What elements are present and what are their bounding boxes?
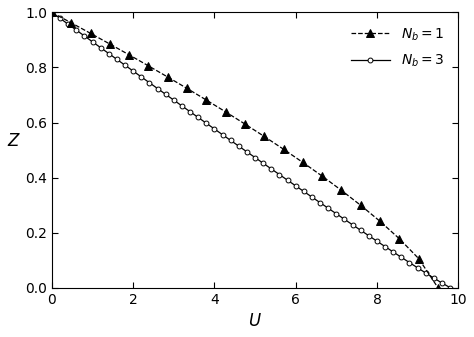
$N_b=1$ xyxy=(358,203,364,207)
$N_b=3$ xyxy=(407,261,412,265)
$N_b=3$ xyxy=(423,271,428,275)
$N_b=3$ xyxy=(382,245,388,249)
$N_b=3$ xyxy=(114,57,120,61)
$N_b=3$ xyxy=(220,133,226,137)
$N_b=3$ xyxy=(260,161,266,165)
$N_b=1$ xyxy=(88,31,93,35)
Line: $N_b=3$: $N_b=3$ xyxy=(49,10,453,290)
$N_b=1$ xyxy=(107,42,113,46)
$N_b=3$ xyxy=(342,217,347,221)
$N_b=3$ xyxy=(82,34,87,38)
$N_b=3$ xyxy=(106,52,112,56)
$N_b=3$ xyxy=(301,189,307,193)
$N_b=3$ xyxy=(277,173,283,177)
$N_b=3$ xyxy=(317,201,323,205)
$N_b=1$ xyxy=(184,86,190,90)
$N_b=3$ xyxy=(350,223,356,227)
Legend: $N_b=1$, $N_b=3$: $N_b=1$, $N_b=3$ xyxy=(344,20,451,76)
$N_b=1$ xyxy=(165,75,171,79)
$N_b=3$ xyxy=(73,28,79,32)
$N_b=3$ xyxy=(374,239,380,243)
$N_b=1$ xyxy=(300,160,306,164)
$N_b=3$ xyxy=(130,69,136,73)
$N_b=3$ xyxy=(366,234,372,238)
$N_b=1$ xyxy=(416,256,421,261)
$N_b=3$ xyxy=(399,255,404,259)
$N_b=1$ xyxy=(435,286,441,290)
$N_b=1$ xyxy=(281,147,286,151)
$N_b=1$ xyxy=(49,10,55,14)
$N_b=3$ xyxy=(309,195,315,199)
$N_b=1$ xyxy=(146,64,151,68)
$N_b=3$ xyxy=(358,228,364,232)
$N_b=3$ xyxy=(439,281,445,285)
$N_b=1$ xyxy=(126,53,132,57)
$N_b=3$ xyxy=(49,10,55,14)
Y-axis label: $Z$: $Z$ xyxy=(7,132,21,150)
$N_b=3$ xyxy=(293,184,299,188)
$N_b=3$ xyxy=(155,87,160,91)
$N_b=3$ xyxy=(65,22,71,26)
$N_b=3$ xyxy=(211,127,217,131)
$N_b=3$ xyxy=(252,156,258,160)
$N_b=1$ xyxy=(261,134,267,139)
$N_b=3$ xyxy=(228,139,234,143)
$N_b=3$ xyxy=(285,178,291,182)
$N_b=1$ xyxy=(223,110,228,114)
Line: $N_b=1$: $N_b=1$ xyxy=(48,9,442,292)
X-axis label: $U$: $U$ xyxy=(248,312,262,330)
$N_b=1$ xyxy=(203,98,209,102)
$N_b=1$ xyxy=(68,21,74,25)
$N_b=1$ xyxy=(396,237,402,241)
$N_b=1$ xyxy=(242,122,248,126)
$N_b=3$ xyxy=(415,266,420,270)
$N_b=3$ xyxy=(187,110,193,114)
$N_b=3$ xyxy=(268,167,274,171)
$N_b=3$ xyxy=(447,286,453,290)
$N_b=3$ xyxy=(138,75,144,79)
$N_b=1$ xyxy=(338,188,344,192)
$N_b=1$ xyxy=(377,219,383,223)
$N_b=3$ xyxy=(244,150,250,154)
$N_b=3$ xyxy=(334,212,339,216)
$N_b=3$ xyxy=(171,98,177,102)
$N_b=3$ xyxy=(163,92,169,96)
$N_b=3$ xyxy=(391,250,396,254)
$N_b=3$ xyxy=(195,116,201,120)
$N_b=3$ xyxy=(122,63,128,67)
$N_b=1$ xyxy=(319,174,325,178)
$N_b=3$ xyxy=(431,276,437,280)
$N_b=3$ xyxy=(325,206,331,210)
$N_b=3$ xyxy=(203,121,209,125)
$N_b=3$ xyxy=(90,40,95,44)
$N_b=3$ xyxy=(179,104,185,108)
$N_b=3$ xyxy=(146,81,152,85)
$N_b=3$ xyxy=(57,16,63,20)
$N_b=3$ xyxy=(98,46,103,50)
$N_b=3$ xyxy=(236,144,242,148)
